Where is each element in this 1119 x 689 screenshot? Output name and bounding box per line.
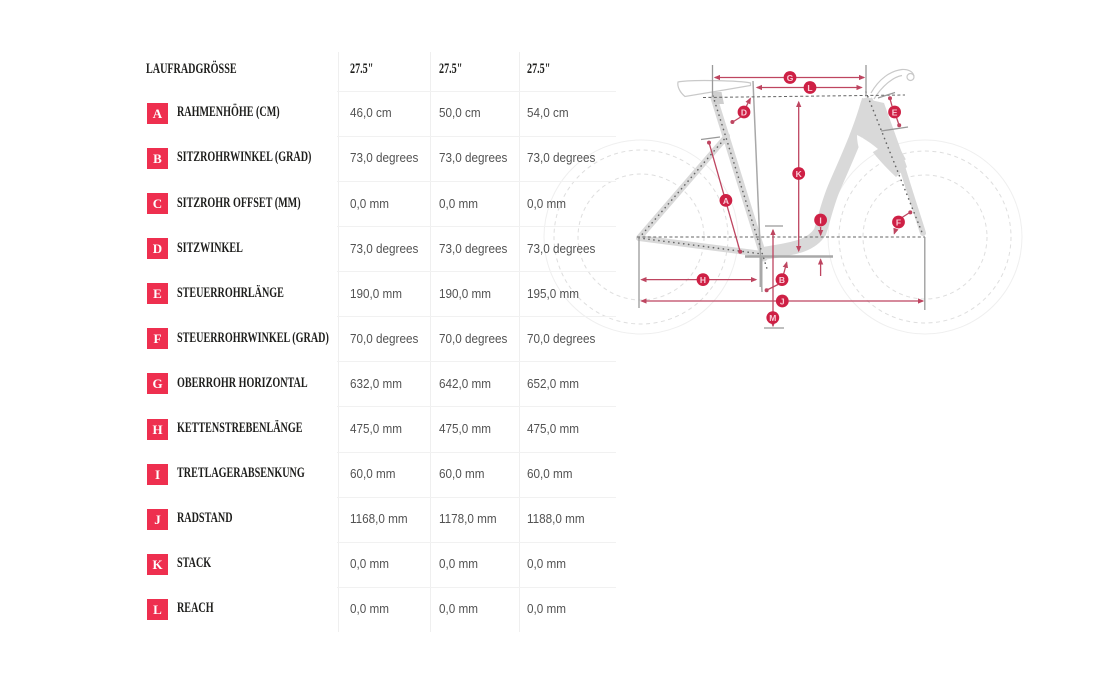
svg-text:D: D [741,108,747,118]
svg-text:L: L [807,83,812,93]
svg-text:J: J [780,297,785,307]
svg-text:K: K [796,169,803,179]
svg-text:F: F [896,218,901,228]
svg-text:G: G [787,73,794,83]
svg-text:M: M [769,313,776,323]
svg-text:B: B [779,275,785,285]
svg-text:I: I [819,216,821,226]
svg-text:A: A [723,196,729,206]
svg-text:H: H [700,275,706,285]
svg-text:E: E [892,108,898,118]
